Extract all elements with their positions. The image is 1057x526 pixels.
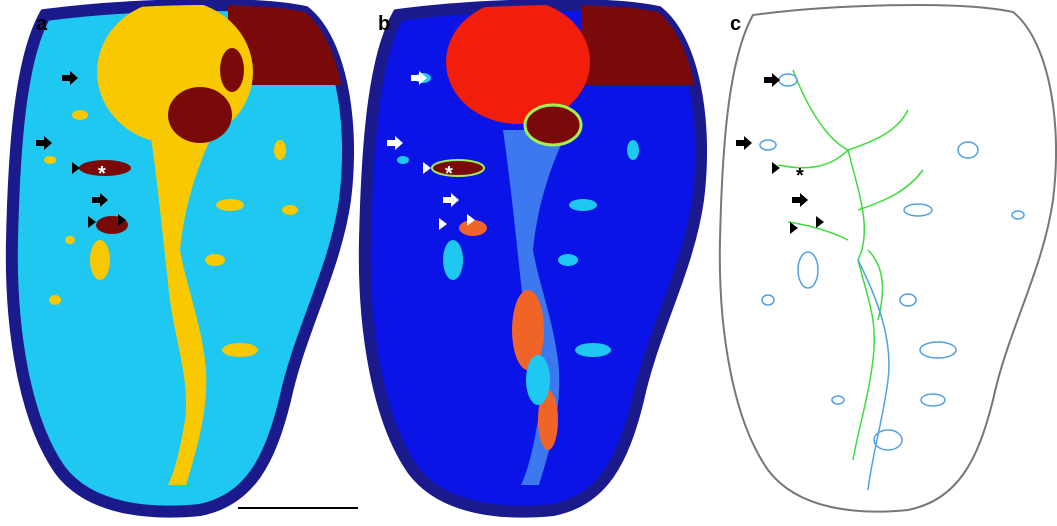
lesion [432,160,484,176]
panel-label: c [730,13,741,35]
panel-label: a [36,13,48,35]
asterisk: * [796,165,804,187]
region-dark-red [168,87,232,143]
region-dark-red [220,48,244,92]
asterisk: * [98,163,106,185]
asterisk: * [445,163,453,185]
page: a * b * [0,0,1057,521]
panel-b: b * [365,0,701,512]
figure: a * b * [0,0,1057,521]
region-red [446,0,590,124]
lesion [459,220,487,236]
panel-c: c * [720,5,1056,512]
panel-a: a * [12,0,358,512]
panel-label: b [378,13,390,35]
region-dark-red [525,105,581,145]
